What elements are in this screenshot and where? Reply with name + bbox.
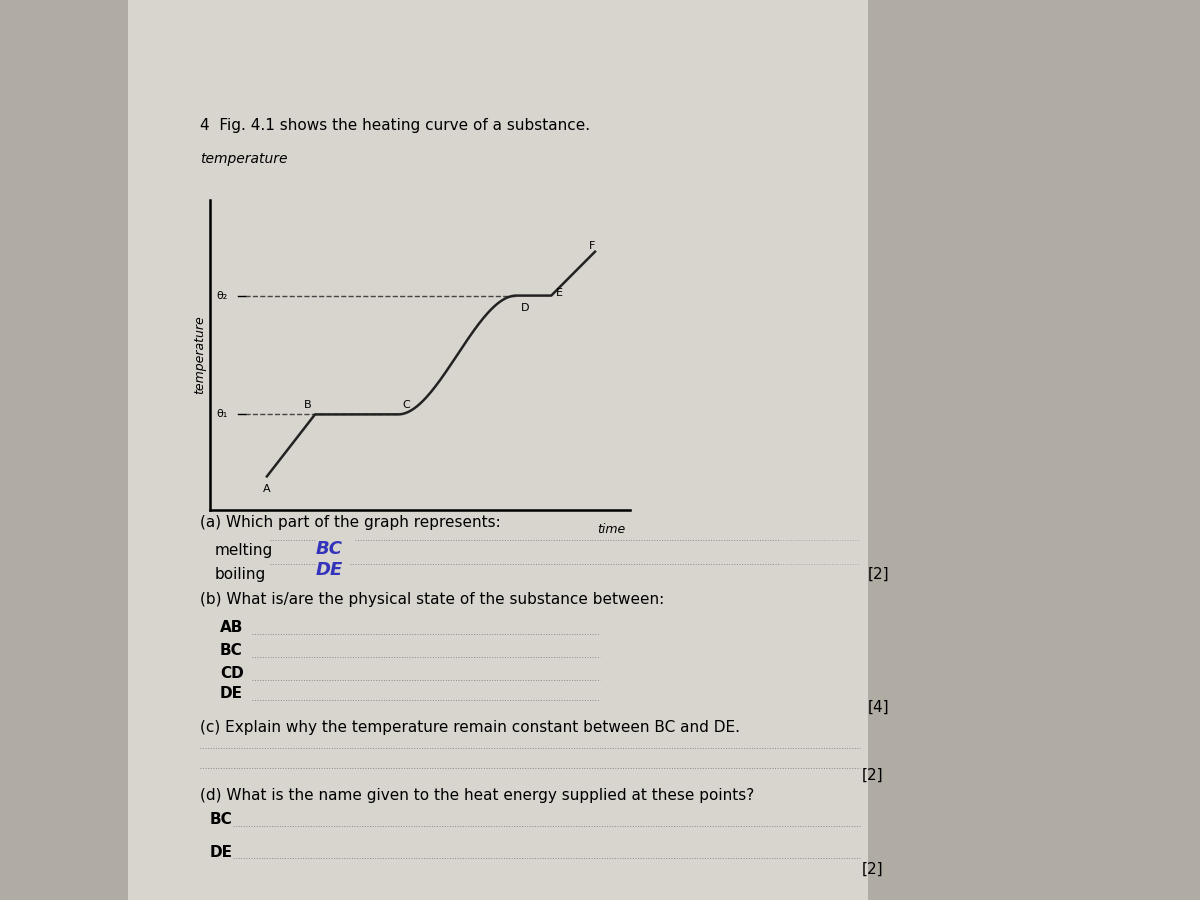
Text: BC: BC — [220, 643, 242, 658]
Text: DE: DE — [220, 686, 242, 701]
Text: BC: BC — [210, 812, 233, 827]
Text: [2]: [2] — [862, 768, 883, 783]
Text: Fig. 4.1: Fig. 4.1 — [392, 488, 448, 503]
Text: A: A — [263, 484, 271, 494]
Text: DE: DE — [210, 845, 233, 860]
Text: [4]: [4] — [868, 700, 889, 715]
Text: melting: melting — [215, 543, 274, 558]
Text: (c) Explain why the temperature remain constant between BC and DE.: (c) Explain why the temperature remain c… — [200, 720, 740, 735]
Text: (b) What is/are the physical state of the substance between:: (b) What is/are the physical state of th… — [200, 592, 665, 607]
Y-axis label: temperature: temperature — [193, 316, 206, 394]
Text: D: D — [521, 303, 529, 313]
Text: AB: AB — [220, 620, 244, 635]
Text: E: E — [556, 288, 563, 298]
Text: time: time — [598, 523, 625, 536]
Text: temperature: temperature — [200, 152, 288, 166]
Text: BC: BC — [316, 540, 343, 558]
Text: [2]: [2] — [862, 862, 883, 877]
Text: boiling: boiling — [215, 567, 266, 582]
Text: θ₂: θ₂ — [216, 291, 228, 301]
Text: (d) What is the name given to the heat energy supplied at these points?: (d) What is the name given to the heat e… — [200, 788, 755, 803]
Text: B: B — [304, 400, 312, 410]
Text: F: F — [588, 241, 595, 251]
Text: [2]: [2] — [868, 567, 889, 582]
Text: θ₁: θ₁ — [216, 410, 228, 419]
Text: DE: DE — [316, 561, 343, 579]
Text: (a) Which part of the graph represents:: (a) Which part of the graph represents: — [200, 515, 500, 530]
FancyBboxPatch shape — [128, 0, 868, 900]
Text: 4  Fig. 4.1 shows the heating curve of a substance.: 4 Fig. 4.1 shows the heating curve of a … — [200, 118, 590, 133]
Text: CD: CD — [220, 666, 244, 681]
Text: C: C — [402, 400, 410, 410]
